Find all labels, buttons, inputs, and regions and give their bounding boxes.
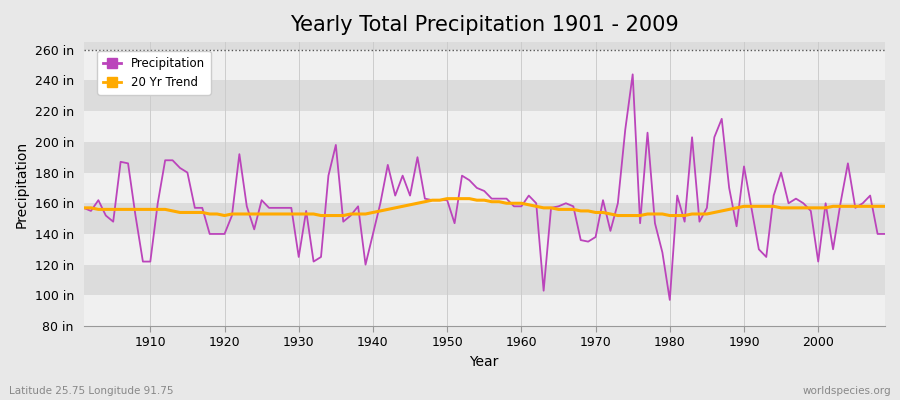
Bar bbox=[84, 234, 885, 265]
Text: worldspecies.org: worldspecies.org bbox=[803, 386, 891, 396]
Text: Latitude 25.75 Longitude 91.75: Latitude 25.75 Longitude 91.75 bbox=[9, 386, 174, 396]
Bar bbox=[84, 295, 885, 326]
Title: Yearly Total Precipitation 1901 - 2009: Yearly Total Precipitation 1901 - 2009 bbox=[290, 15, 679, 35]
Bar bbox=[84, 265, 885, 295]
Bar bbox=[84, 42, 885, 50]
Y-axis label: Precipitation: Precipitation bbox=[15, 140, 29, 228]
Legend: Precipitation, 20 Yr Trend: Precipitation, 20 Yr Trend bbox=[97, 51, 211, 94]
X-axis label: Year: Year bbox=[470, 355, 499, 369]
Bar bbox=[84, 50, 885, 80]
Bar bbox=[84, 80, 885, 111]
Bar bbox=[84, 172, 885, 203]
Bar bbox=[84, 111, 885, 142]
Bar bbox=[84, 142, 885, 172]
Bar bbox=[84, 203, 885, 234]
